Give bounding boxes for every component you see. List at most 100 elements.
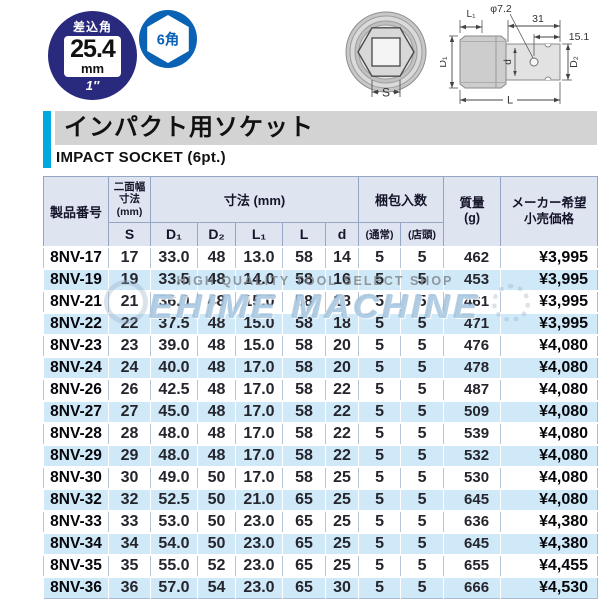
d2-value: 52 [197, 554, 236, 577]
product-code: 8NV-23 [43, 334, 109, 357]
price-value: ¥4,080 [500, 488, 598, 511]
side-view-hole-dim-label: φ7.2 [490, 3, 512, 15]
s-value: 26 [108, 378, 151, 401]
d1-value: 57.0 [150, 576, 198, 599]
l1-value: 17.0 [235, 400, 283, 423]
col-header-pack-normal: (通常) [358, 222, 402, 247]
drive-size-unit: mm [80, 61, 105, 77]
l1-value: 17.0 [235, 378, 283, 401]
pack-normal-value: 5 [358, 532, 401, 555]
col-header-pack-group: 梱包入数 [358, 176, 445, 223]
pack-shop-value: 5 [400, 312, 444, 335]
l-value: 58 [282, 246, 326, 269]
l-value: 65 [282, 554, 326, 577]
price-value: ¥4,080 [500, 356, 598, 379]
s-value: 33 [108, 510, 151, 533]
pack-normal-value: 5 [358, 268, 401, 291]
pack-shop-value: 5 [400, 356, 444, 379]
d2-value: 48 [197, 400, 236, 423]
d1-value: 33.5 [150, 268, 198, 291]
d-value: 18 [324, 290, 359, 313]
d1-value: 55.0 [150, 554, 198, 577]
s-value: 24 [108, 356, 151, 379]
price-value: ¥3,995 [500, 246, 598, 269]
price-value: ¥4,080 [500, 378, 598, 401]
d1-value: 42.5 [150, 378, 198, 401]
mass-value: 655 [443, 554, 501, 577]
price-value: ¥4,380 [500, 532, 598, 555]
product-code: 8NV-21 [43, 290, 109, 313]
d2-value: 50 [197, 510, 236, 533]
page-subtitle: IMPACT SOCKET (6pt.) [56, 149, 226, 166]
price-value: ¥4,080 [500, 334, 598, 357]
socket-front-view-drawing: S [345, 11, 427, 100]
price-value: ¥3,995 [500, 290, 598, 313]
s-value: 32 [108, 488, 151, 511]
table-row: 8NV-36 36 57.0 54 23.0 65 30 5 5 666 ¥4,530 [43, 576, 598, 599]
product-code: 8NV-35 [43, 554, 109, 577]
s-value: 22 [108, 312, 151, 335]
side-view-d1-dim-label: D₁ [440, 56, 449, 68]
pack-normal-value: 5 [358, 378, 401, 401]
pack-normal-value: 5 [358, 554, 401, 577]
l-value: 58 [282, 356, 326, 379]
d-value: 22 [324, 422, 359, 445]
price-value: ¥4,080 [500, 422, 598, 445]
pack-normal-value: 5 [358, 400, 401, 423]
table-row: 8NV-24 24 40.0 48 17.0 58 20 5 5 478 ¥4,080 [43, 356, 598, 379]
drive-size-badge: 差込角 25.4 mm 1″ [48, 11, 137, 100]
table-row: 8NV-26 26 42.5 48 17.0 58 22 5 5 487 ¥4,080 [43, 378, 598, 401]
pack-shop-value: 5 [400, 268, 444, 291]
mass-value: 476 [443, 334, 501, 357]
l1-value: 23.0 [235, 532, 283, 555]
s-value: 30 [108, 466, 151, 489]
col-header-d: d [324, 222, 360, 247]
d-value: 20 [324, 356, 359, 379]
l1-value: 14.0 [235, 268, 283, 291]
table-body: 8NV-17 17 33.0 48 13.0 58 14 5 5 462 ¥3,995 8NV-19 1… [43, 246, 598, 599]
d1-value: 33.0 [150, 246, 198, 269]
price-value: ¥4,530 [500, 576, 598, 599]
price-value: ¥4,455 [500, 554, 598, 577]
pack-normal-value: 5 [358, 312, 401, 335]
d2-value: 48 [197, 334, 236, 357]
price-value: ¥4,080 [500, 444, 598, 467]
drive-size-inch: 1″ [85, 77, 100, 93]
d1-value: 36.0 [150, 290, 198, 313]
l1-value: 17.0 [235, 422, 283, 445]
d2-value: 50 [197, 532, 236, 555]
table-row: 8NV-27 27 45.0 48 17.0 58 22 5 5 509 ¥4,080 [43, 400, 598, 423]
s-value: 28 [108, 422, 151, 445]
drive-size-box: 25.4 mm [64, 36, 121, 77]
socket-side-view-drawing: φ7.2 31 15.1 L₁ D₁ d [440, 3, 589, 107]
pack-shop-value: 5 [400, 488, 444, 511]
product-code: 8NV-32 [43, 488, 109, 511]
l1-value: 23.0 [235, 576, 283, 599]
hexagon-icon: 6角 [147, 15, 189, 63]
mass-value: 666 [443, 576, 501, 599]
product-code: 8NV-17 [43, 246, 109, 269]
pack-normal-value: 5 [358, 246, 401, 269]
table-row: 8NV-34 34 54.0 50 23.0 65 25 5 5 645 ¥4,380 [43, 532, 598, 555]
pack-shop-value: 5 [400, 334, 444, 357]
d1-value: 52.5 [150, 488, 198, 511]
d1-value: 53.0 [150, 510, 198, 533]
l1-value: 17.0 [235, 466, 283, 489]
l1-value: 15.0 [235, 290, 283, 313]
side-view-l1-dim-label: L₁ [467, 9, 477, 20]
d-value: 22 [324, 400, 359, 423]
pack-shop-value: 5 [400, 422, 444, 445]
pack-shop-value: 5 [400, 378, 444, 401]
title-accent-bar [43, 111, 51, 168]
mass-value: 645 [443, 532, 501, 555]
l1-value: 21.0 [235, 488, 283, 511]
col-header-width-across-flats: 二面幅 寸法 (mm) [108, 176, 151, 223]
side-view-d2-dim-label: D₂ [568, 56, 580, 68]
col-header-dimensions-group: 寸法 (mm) [149, 176, 360, 223]
l-value: 58 [282, 422, 326, 445]
price-value: ¥4,080 [500, 466, 598, 489]
d2-value: 54 [197, 576, 236, 599]
product-code: 8NV-33 [43, 510, 109, 533]
s-value: 29 [108, 444, 151, 467]
d2-value: 48 [197, 444, 236, 467]
